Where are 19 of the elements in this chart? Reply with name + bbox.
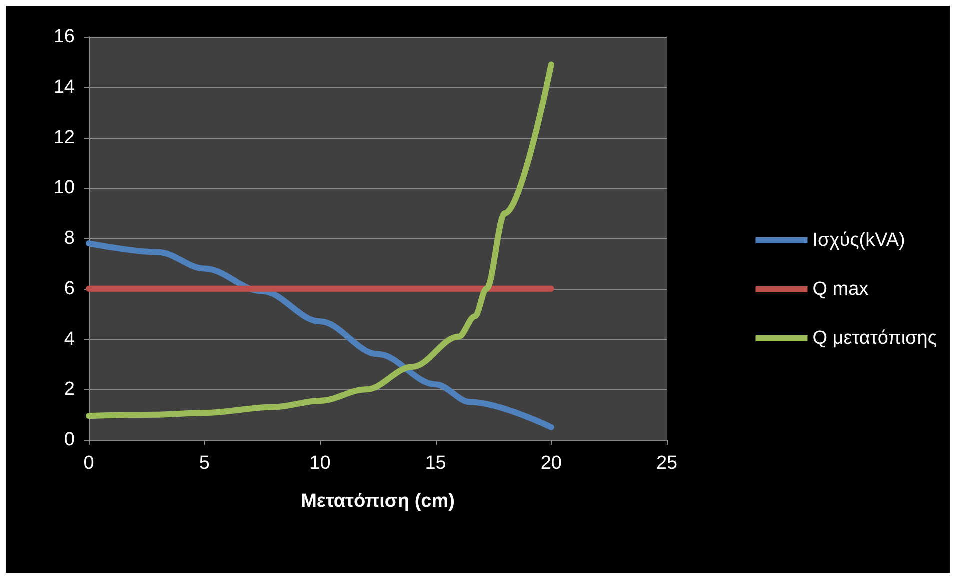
x-tick-label: 20	[540, 453, 562, 474]
legend-label: Ισχύς(kVA)	[812, 230, 906, 251]
x-axis-title: Μετατόπιση (cm)	[301, 491, 455, 512]
x-tick-label: 0	[84, 453, 94, 474]
y-tick-label: 0	[64, 430, 75, 450]
x-tick-label: 10	[310, 453, 331, 474]
x-tick-label: 15	[425, 453, 446, 474]
y-tick-label: 6	[64, 278, 75, 300]
x-tick-label: 5	[199, 453, 210, 474]
y-tick-label: 4	[64, 328, 76, 350]
y-tick-label: 2	[64, 379, 75, 400]
y-tick-label: 16	[54, 26, 75, 48]
y-tick-label: 14	[54, 76, 76, 98]
x-tick-label: 25	[656, 453, 678, 474]
legend-label: Q μετατόπισης	[812, 328, 937, 349]
legend-label: Q max	[812, 279, 870, 300]
y-tick-label: 8	[64, 228, 75, 249]
y-tick-label: 10	[54, 178, 75, 199]
y-tick-label: 12	[54, 127, 75, 148]
